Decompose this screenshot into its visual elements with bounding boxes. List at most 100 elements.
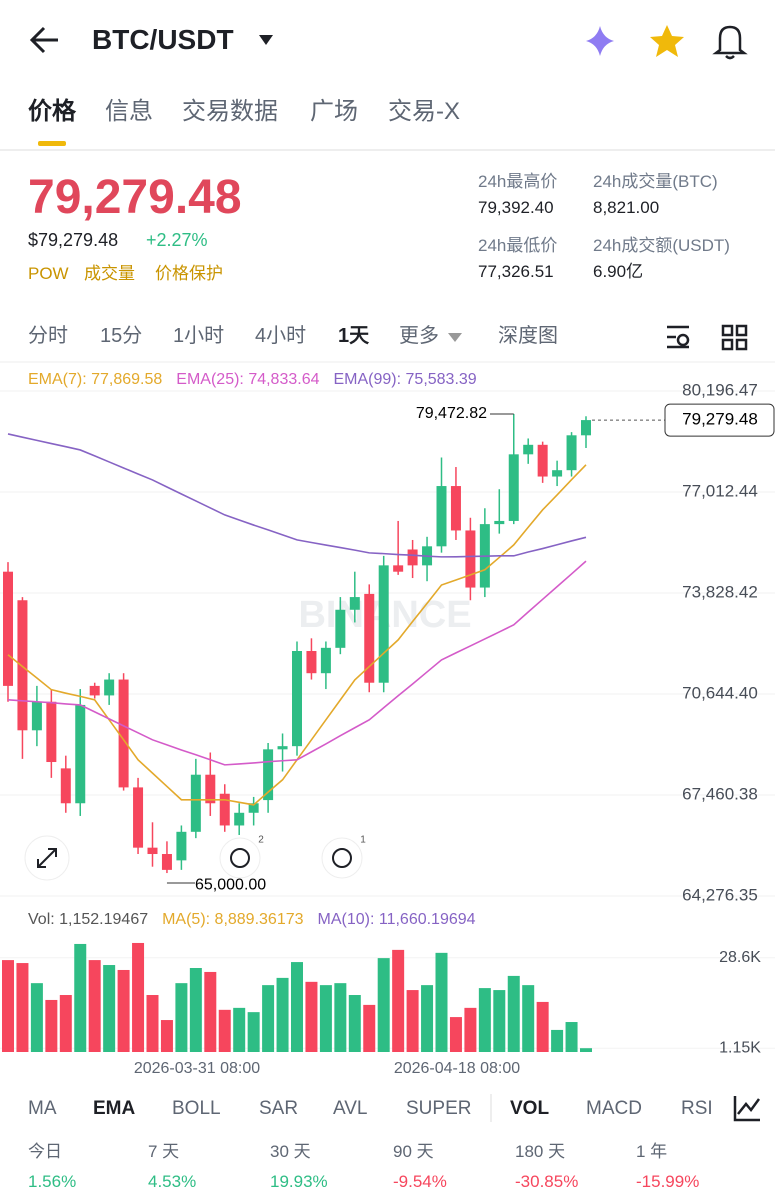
last-price: 79,279.48 bbox=[28, 171, 242, 224]
candle-body bbox=[17, 600, 28, 731]
indicator-tab[interactable]: AVL bbox=[333, 1098, 368, 1119]
y-tick-label: 73,828.42 bbox=[682, 582, 758, 601]
indicator-tab[interactable]: MA bbox=[28, 1098, 57, 1119]
volume-legend: Vol: 1,152.19467 bbox=[28, 911, 149, 928]
volume-bar bbox=[507, 975, 520, 1052]
interval[interactable]: 更多 bbox=[399, 325, 439, 347]
tab[interactable]: 交易-X bbox=[388, 98, 460, 125]
period-label: 1 年 bbox=[636, 1142, 668, 1161]
interval[interactable]: 4小时 bbox=[255, 325, 307, 347]
candle-body bbox=[349, 597, 360, 610]
indicator-tab[interactable]: RSI bbox=[681, 1098, 713, 1119]
volume-bar bbox=[334, 983, 347, 1052]
tag[interactable]: 价格保护 bbox=[155, 264, 223, 283]
volume-bar bbox=[377, 958, 390, 1052]
candle-body bbox=[335, 609, 346, 648]
volume-bar bbox=[421, 985, 434, 1052]
interval[interactable]: 1小时 bbox=[173, 325, 225, 347]
y-tick-label: 70,644.40 bbox=[682, 683, 758, 702]
y-tick-label: 64,276.35 bbox=[682, 885, 758, 904]
candle-body bbox=[364, 593, 375, 683]
tag[interactable]: POW bbox=[28, 264, 69, 283]
indicator-tab[interactable]: SAR bbox=[259, 1098, 299, 1119]
volume-legend: MA(10): 11,660.19694 bbox=[317, 911, 476, 928]
tab[interactable]: 价格 bbox=[28, 98, 76, 125]
candle-body bbox=[581, 420, 591, 436]
period-change: 1.56% bbox=[28, 1172, 77, 1191]
back-icon[interactable] bbox=[29, 26, 58, 54]
y-tick-label: 1.15K bbox=[719, 1039, 761, 1056]
volume-bar bbox=[464, 1007, 477, 1052]
interval[interactable]: 1天 bbox=[338, 325, 370, 347]
indicator-tab[interactable]: SUPER bbox=[406, 1098, 472, 1119]
ema-line bbox=[7, 433, 587, 558]
y-tick-label: 80,196.47 bbox=[682, 380, 758, 399]
x-tick-label: 2026-03-31 08:00 bbox=[134, 1060, 260, 1077]
price-change: +2.27% bbox=[146, 230, 208, 250]
stat-label: 24h最低价 bbox=[478, 236, 558, 255]
candle-body bbox=[450, 486, 461, 531]
candle-body bbox=[494, 520, 505, 525]
interval[interactable]: 15分 bbox=[100, 325, 143, 347]
volume-bar bbox=[160, 1020, 173, 1052]
candle-body bbox=[277, 746, 288, 750]
ema-line bbox=[7, 560, 587, 766]
period-change: -15.99% bbox=[636, 1172, 700, 1191]
more-arrow[interactable] bbox=[448, 333, 462, 342]
tag[interactable]: 成交量 bbox=[84, 264, 135, 283]
volume-bar bbox=[493, 990, 506, 1052]
volume-bar bbox=[117, 969, 130, 1052]
volume-bar bbox=[45, 999, 58, 1052]
period-label: 90 天 bbox=[393, 1142, 434, 1161]
annotation: 79,472.82 bbox=[416, 405, 487, 422]
period-change: -30.85% bbox=[515, 1172, 579, 1191]
star-icon[interactable] bbox=[650, 25, 684, 57]
candle-body bbox=[320, 647, 331, 674]
candle-body bbox=[465, 530, 476, 588]
indicator-tab[interactable]: EMA bbox=[93, 1098, 136, 1119]
ema-legend: EMA(7): 77,869.58 bbox=[28, 371, 163, 388]
indicator-settings[interactable] bbox=[733, 1096, 761, 1122]
indicator-tab[interactable]: BOLL bbox=[172, 1098, 221, 1119]
period-change: 19.93% bbox=[270, 1172, 328, 1191]
volume-bar bbox=[348, 995, 361, 1052]
indicator-tab[interactable]: VOL bbox=[510, 1098, 550, 1119]
interval[interactable]: 深度图 bbox=[498, 325, 558, 347]
indicator-tab[interactable]: MACD bbox=[586, 1098, 642, 1119]
volume-bar bbox=[536, 1001, 549, 1052]
stat-value: 77,326.51 bbox=[478, 262, 554, 281]
volume-bar bbox=[435, 952, 448, 1052]
tab-indicator bbox=[38, 141, 66, 146]
candle-body bbox=[508, 454, 519, 521]
volume-bar bbox=[146, 995, 159, 1052]
event-count: 2 bbox=[258, 835, 264, 846]
candle-body bbox=[219, 793, 230, 826]
event-icon bbox=[230, 848, 250, 868]
candle-body bbox=[234, 812, 245, 826]
tab[interactable]: 信息 bbox=[105, 98, 153, 125]
volume-bar bbox=[132, 942, 145, 1052]
period-change: 4.53% bbox=[148, 1172, 197, 1191]
dropdown-icon[interactable] bbox=[259, 35, 273, 45]
candle-body bbox=[407, 549, 418, 566]
bell-icon[interactable] bbox=[712, 25, 748, 60]
volume-bar bbox=[218, 1009, 231, 1052]
candle-body bbox=[118, 679, 129, 788]
y-tick-label: 28.6K bbox=[719, 949, 761, 966]
volume-bar bbox=[16, 963, 29, 1052]
volume-bar bbox=[580, 1048, 592, 1052]
ai-icon[interactable] bbox=[586, 26, 614, 56]
settings-icon[interactable] bbox=[667, 325, 689, 349]
volume-bar bbox=[2, 960, 14, 1052]
stat-value: 8,821.00 bbox=[593, 198, 660, 217]
candle-body bbox=[566, 435, 577, 471]
volume-bar bbox=[103, 965, 116, 1052]
volume-bar bbox=[59, 995, 72, 1052]
tab[interactable]: 交易数据 bbox=[182, 98, 278, 125]
x-tick-label: 2026-04-18 08:00 bbox=[394, 1060, 520, 1077]
tab[interactable]: 广场 bbox=[310, 98, 358, 125]
layout-icon[interactable] bbox=[721, 324, 748, 351]
candle-body bbox=[133, 787, 144, 848]
interval[interactable]: 分时 bbox=[28, 325, 68, 347]
candle-body bbox=[147, 847, 158, 855]
